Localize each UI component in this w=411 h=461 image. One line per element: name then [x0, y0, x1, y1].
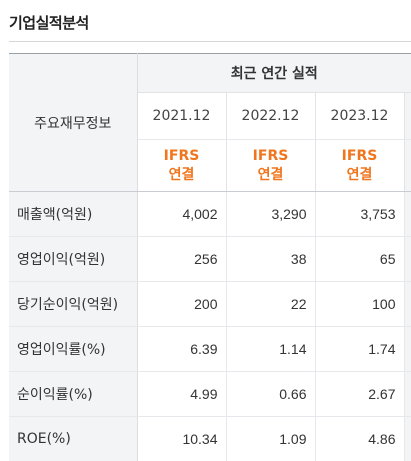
- year-header-2021: 2021.12: [137, 93, 226, 140]
- value-cell: 4,002: [137, 192, 226, 237]
- truncated-column-cell: [404, 282, 411, 327]
- value-cell: 2.67: [315, 372, 404, 417]
- row-label: ROE(%): [9, 417, 137, 461]
- year-header-2023: 2023.12: [315, 93, 404, 140]
- label-column-header: 주요재무정보: [9, 54, 137, 192]
- basis-scope: 연결: [138, 166, 226, 185]
- basis-badge-2023: IFRS 연결: [315, 140, 404, 192]
- value-cell: 38: [226, 237, 315, 282]
- value-cell: 100: [315, 282, 404, 327]
- truncated-column-cell: [404, 417, 411, 461]
- value-cell: 3,290: [226, 192, 315, 237]
- basis-scope: 연결: [227, 166, 315, 185]
- row-label: 매출액(억원): [9, 192, 137, 237]
- truncated-column-basis: [404, 140, 411, 192]
- basis-standard: IFRS: [227, 147, 315, 166]
- value-cell: 3,753: [315, 192, 404, 237]
- financial-summary-table: 주요재무정보 최근 연간 실적 2021.12 2022.12 2023.12 …: [9, 53, 411, 461]
- truncated-column-cell: [404, 192, 411, 237]
- value-cell: 1.74: [315, 327, 404, 372]
- truncated-column-cell: [404, 372, 411, 417]
- value-cell: 4.99: [137, 372, 226, 417]
- value-cell: 256: [137, 237, 226, 282]
- truncated-column-cell: [404, 327, 411, 372]
- table-row-revenue: 매출액(억원) 4,002 3,290 3,753: [9, 192, 411, 237]
- basis-badge-2021: IFRS 연결: [137, 140, 226, 192]
- value-cell: 200: [137, 282, 226, 327]
- basis-standard: IFRS: [316, 147, 404, 166]
- annual-results-header: 최근 연간 실적: [137, 54, 411, 93]
- value-cell: 6.39: [137, 327, 226, 372]
- row-label: 영업이익률(%): [9, 327, 137, 372]
- row-label: 당기순이익(억원): [9, 282, 137, 327]
- row-label: 순이익률(%): [9, 372, 137, 417]
- value-cell: 10.34: [137, 417, 226, 461]
- value-cell: 0.66: [226, 372, 315, 417]
- value-cell: 1.09: [226, 417, 315, 461]
- row-label: 영업이익(억원): [9, 237, 137, 282]
- basis-standard: IFRS: [138, 147, 226, 166]
- value-cell: 22: [226, 282, 315, 327]
- section-title: 기업실적분석: [9, 12, 89, 33]
- value-cell: 65: [315, 237, 404, 282]
- table-row-roe: ROE(%) 10.34 1.09 4.86: [9, 417, 411, 461]
- title-divider: [9, 41, 411, 42]
- value-cell: 4.86: [315, 417, 404, 461]
- year-header-2022: 2022.12: [226, 93, 315, 140]
- value-cell: 1.14: [226, 327, 315, 372]
- basis-scope: 연결: [316, 166, 404, 185]
- table-row-operating-margin: 영업이익률(%) 6.39 1.14 1.74: [9, 327, 411, 372]
- table-row-operating-income: 영업이익(억원) 256 38 65: [9, 237, 411, 282]
- table-row-net-margin: 순이익률(%) 4.99 0.66 2.67: [9, 372, 411, 417]
- truncated-column-header: [404, 93, 411, 140]
- table-row-net-income: 당기순이익(억원) 200 22 100: [9, 282, 411, 327]
- basis-badge-2022: IFRS 연결: [226, 140, 315, 192]
- truncated-column-cell: [404, 237, 411, 282]
